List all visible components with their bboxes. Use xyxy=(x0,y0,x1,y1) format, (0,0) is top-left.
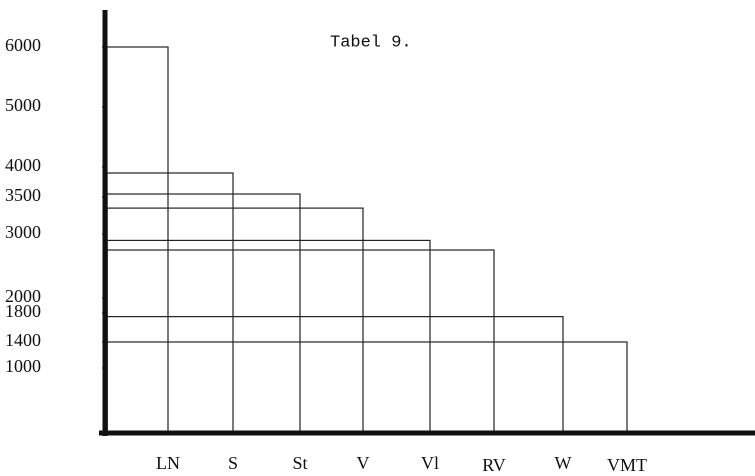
y-tick-label: 3000 xyxy=(5,222,41,242)
x-tick-label: St xyxy=(292,453,307,473)
bar xyxy=(106,172,234,434)
y-tick-label: 4000 xyxy=(5,155,41,175)
y-tick-label: 2000 xyxy=(5,286,41,306)
bar xyxy=(106,207,364,434)
x-tick-label: V xyxy=(357,453,370,473)
bar xyxy=(106,193,301,434)
y-tick-label: 5000 xyxy=(5,95,41,115)
y-tick-label: 3500 xyxy=(5,185,41,205)
x-tick-label: S xyxy=(228,453,238,473)
y-tick-label: 1400 xyxy=(5,330,41,350)
x-tick-label: LN xyxy=(156,453,180,473)
y-tick-label: 6000 xyxy=(5,35,41,55)
bar xyxy=(106,341,628,434)
x-tick-label: VMT xyxy=(607,455,647,475)
x-tick-label: W xyxy=(555,453,572,473)
bar xyxy=(106,239,431,434)
x-tick-label: Vl xyxy=(421,453,439,473)
y-tick-label: 1800 xyxy=(5,301,41,321)
x-tick-label: RV xyxy=(482,455,506,475)
y-tick-label: 1000 xyxy=(5,356,41,376)
chart-title: Tabel 9. xyxy=(330,33,412,52)
